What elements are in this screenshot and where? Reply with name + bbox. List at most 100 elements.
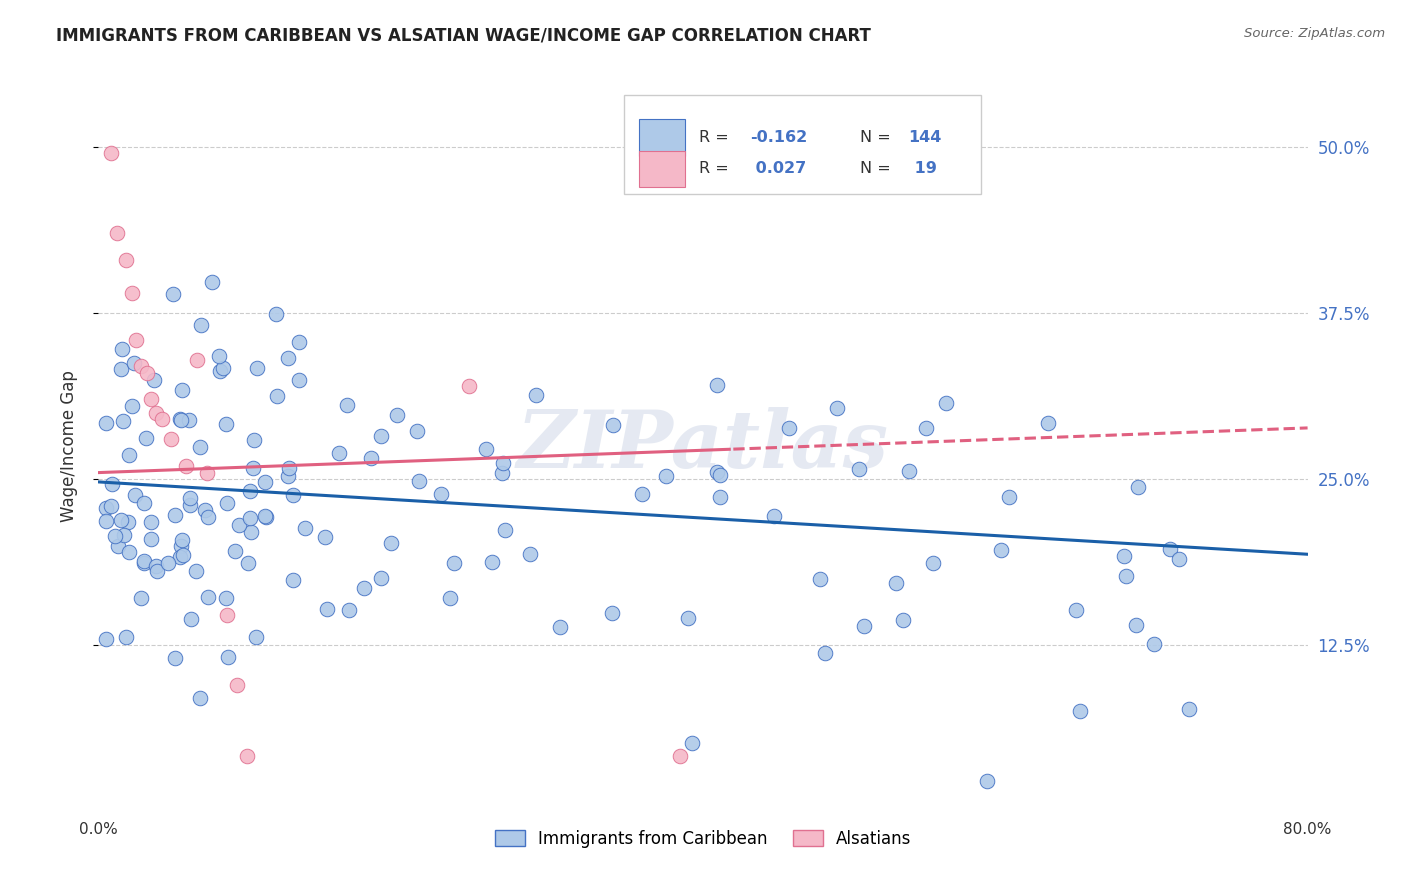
Legend: Immigrants from Caribbean, Alsatians: Immigrants from Caribbean, Alsatians bbox=[488, 823, 918, 855]
Point bbox=[1168, 552, 1191, 566]
Point bbox=[385, 408, 408, 422]
Point bbox=[163, 651, 186, 665]
Point bbox=[380, 536, 402, 550]
Point bbox=[180, 612, 202, 626]
Point bbox=[243, 433, 266, 447]
Point bbox=[94, 416, 117, 430]
Text: Source: ZipAtlas.com: Source: ZipAtlas.com bbox=[1244, 27, 1385, 40]
Point bbox=[111, 414, 134, 428]
Point bbox=[169, 550, 191, 565]
Point bbox=[281, 573, 304, 587]
Point bbox=[217, 650, 239, 665]
Point bbox=[524, 388, 547, 402]
Point bbox=[121, 286, 143, 301]
Point bbox=[132, 554, 155, 568]
Point bbox=[676, 611, 699, 625]
Point bbox=[118, 544, 141, 558]
Point bbox=[491, 457, 513, 471]
Point bbox=[915, 421, 938, 435]
Text: N =: N = bbox=[860, 130, 896, 145]
Point bbox=[288, 373, 311, 387]
Point bbox=[808, 572, 831, 586]
Point bbox=[239, 483, 262, 498]
Text: N =: N = bbox=[860, 161, 896, 177]
Point bbox=[114, 252, 136, 267]
Point bbox=[100, 499, 122, 513]
Point bbox=[778, 421, 800, 435]
Point bbox=[188, 441, 211, 455]
Point bbox=[443, 556, 465, 570]
Text: 144: 144 bbox=[908, 130, 942, 145]
Point bbox=[430, 487, 453, 501]
Point bbox=[112, 528, 135, 542]
Point bbox=[188, 690, 211, 705]
Point bbox=[921, 556, 943, 570]
Point bbox=[215, 417, 238, 432]
Point bbox=[100, 146, 122, 161]
Point bbox=[104, 529, 127, 543]
Point bbox=[264, 307, 287, 321]
Point bbox=[763, 509, 786, 524]
Point bbox=[884, 576, 907, 591]
Point bbox=[235, 748, 257, 763]
Point bbox=[117, 516, 139, 530]
Point bbox=[408, 474, 430, 488]
Point bbox=[1143, 637, 1166, 651]
Point bbox=[146, 564, 169, 578]
Point bbox=[1038, 417, 1060, 431]
Point bbox=[1114, 549, 1136, 563]
Point bbox=[107, 539, 129, 553]
Point bbox=[215, 607, 238, 622]
Point bbox=[491, 466, 513, 480]
Point bbox=[211, 360, 233, 375]
Point bbox=[134, 556, 156, 570]
Point bbox=[439, 591, 461, 605]
Point bbox=[121, 399, 143, 413]
Point bbox=[481, 555, 503, 569]
Point bbox=[174, 458, 197, 473]
Point bbox=[195, 466, 218, 480]
Point bbox=[706, 378, 728, 392]
Point bbox=[1178, 702, 1201, 716]
Point bbox=[172, 549, 194, 563]
Point bbox=[1069, 704, 1091, 718]
Point bbox=[814, 646, 837, 660]
Point bbox=[208, 349, 231, 363]
Point bbox=[94, 500, 117, 515]
Point bbox=[266, 389, 288, 403]
Point bbox=[172, 383, 194, 397]
Point bbox=[706, 465, 728, 479]
Point bbox=[288, 334, 311, 349]
Point bbox=[239, 511, 262, 525]
Point bbox=[474, 442, 496, 456]
Bar bbox=[638, 120, 685, 156]
Point bbox=[224, 544, 246, 558]
Point bbox=[337, 602, 360, 616]
Point bbox=[111, 343, 134, 357]
Point bbox=[897, 464, 920, 478]
Point bbox=[370, 428, 392, 442]
Point bbox=[457, 379, 479, 393]
Point bbox=[709, 468, 731, 483]
Point bbox=[170, 539, 193, 553]
Point bbox=[848, 462, 870, 476]
Point bbox=[1125, 618, 1147, 632]
Point bbox=[129, 359, 152, 374]
Point bbox=[139, 515, 162, 529]
Point bbox=[254, 510, 277, 524]
Point bbox=[240, 524, 263, 539]
Point bbox=[277, 468, 299, 483]
Point bbox=[169, 412, 191, 426]
Point bbox=[328, 446, 350, 460]
Point bbox=[150, 412, 173, 426]
Point bbox=[135, 431, 157, 445]
Point bbox=[177, 413, 200, 427]
Point bbox=[157, 556, 180, 570]
Point bbox=[101, 477, 124, 491]
Point bbox=[194, 503, 217, 517]
Point bbox=[94, 632, 117, 646]
Point bbox=[135, 366, 157, 380]
Point bbox=[226, 678, 249, 692]
Point bbox=[853, 618, 876, 632]
Point bbox=[142, 373, 165, 387]
